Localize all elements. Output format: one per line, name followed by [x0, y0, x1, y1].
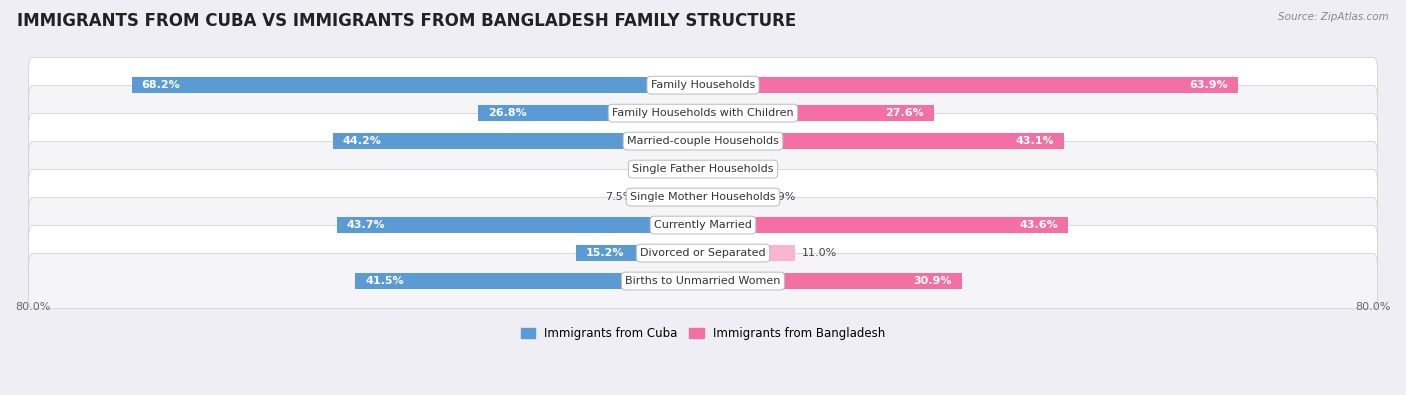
- Bar: [478, 105, 703, 121]
- Bar: [681, 162, 703, 177]
- Bar: [333, 134, 703, 149]
- Text: 2.1%: 2.1%: [727, 164, 755, 174]
- Bar: [703, 162, 721, 177]
- Text: 44.2%: 44.2%: [343, 136, 381, 146]
- FancyBboxPatch shape: [28, 253, 1378, 309]
- FancyBboxPatch shape: [28, 113, 1378, 169]
- Bar: [703, 217, 1069, 233]
- Text: 41.5%: 41.5%: [366, 276, 404, 286]
- Bar: [356, 273, 703, 289]
- Text: Family Households with Children: Family Households with Children: [612, 108, 794, 118]
- Text: 11.0%: 11.0%: [801, 248, 837, 258]
- Text: 6.9%: 6.9%: [768, 192, 796, 202]
- Bar: [703, 134, 1064, 149]
- Text: IMMIGRANTS FROM CUBA VS IMMIGRANTS FROM BANGLADESH FAMILY STRUCTURE: IMMIGRANTS FROM CUBA VS IMMIGRANTS FROM …: [17, 12, 796, 30]
- Text: Births to Unmarried Women: Births to Unmarried Women: [626, 276, 780, 286]
- Text: 63.9%: 63.9%: [1189, 80, 1229, 90]
- Text: 27.6%: 27.6%: [886, 108, 924, 118]
- Text: 2.7%: 2.7%: [645, 164, 673, 174]
- FancyBboxPatch shape: [28, 198, 1378, 253]
- Bar: [575, 245, 703, 261]
- FancyBboxPatch shape: [28, 169, 1378, 225]
- Legend: Immigrants from Cuba, Immigrants from Bangladesh: Immigrants from Cuba, Immigrants from Ba…: [516, 322, 890, 344]
- FancyBboxPatch shape: [28, 85, 1378, 141]
- Text: 68.2%: 68.2%: [142, 80, 180, 90]
- Text: 43.1%: 43.1%: [1015, 136, 1054, 146]
- Text: 43.6%: 43.6%: [1019, 220, 1059, 230]
- Text: 7.5%: 7.5%: [605, 192, 634, 202]
- Text: 43.7%: 43.7%: [347, 220, 385, 230]
- FancyBboxPatch shape: [28, 57, 1378, 113]
- Text: Single Mother Households: Single Mother Households: [630, 192, 776, 202]
- Bar: [703, 273, 962, 289]
- Text: Divorced or Separated: Divorced or Separated: [640, 248, 766, 258]
- Text: Family Households: Family Households: [651, 80, 755, 90]
- Text: 30.9%: 30.9%: [914, 276, 952, 286]
- Text: 15.2%: 15.2%: [586, 248, 624, 258]
- Bar: [640, 189, 703, 205]
- Bar: [703, 245, 796, 261]
- Text: Single Father Households: Single Father Households: [633, 164, 773, 174]
- Bar: [703, 189, 761, 205]
- FancyBboxPatch shape: [28, 226, 1378, 281]
- Bar: [337, 217, 703, 233]
- Text: Currently Married: Currently Married: [654, 220, 752, 230]
- Text: Married-couple Households: Married-couple Households: [627, 136, 779, 146]
- Bar: [703, 105, 934, 121]
- Text: Source: ZipAtlas.com: Source: ZipAtlas.com: [1278, 12, 1389, 22]
- Bar: [132, 77, 703, 93]
- Bar: [703, 77, 1239, 93]
- FancyBboxPatch shape: [28, 141, 1378, 197]
- Text: 26.8%: 26.8%: [488, 108, 527, 118]
